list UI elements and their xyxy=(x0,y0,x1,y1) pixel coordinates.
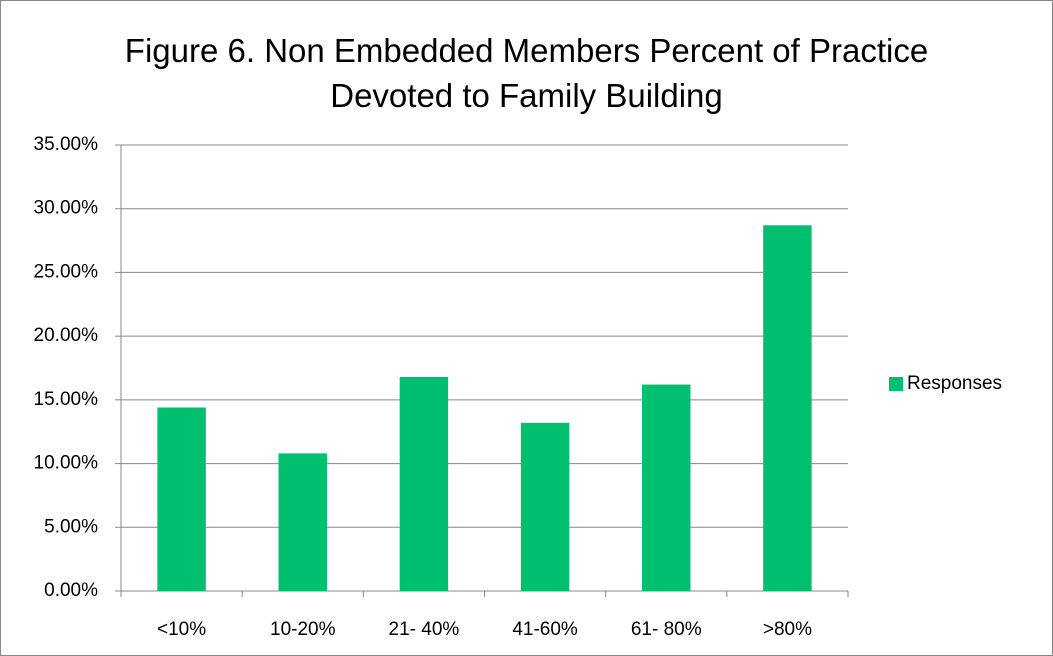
x-tick-label: <10% xyxy=(157,619,206,640)
legend-label: Responses xyxy=(907,373,1002,394)
y-tick-label: 0.00% xyxy=(44,580,98,601)
bar xyxy=(520,422,570,591)
bar xyxy=(642,384,691,591)
y-tick-label: 20.00% xyxy=(34,325,99,346)
x-tick-label: 61- 80% xyxy=(631,619,702,640)
y-tick-label: 15.00% xyxy=(34,389,99,410)
legend-swatch xyxy=(889,377,903,391)
bar xyxy=(399,376,449,591)
x-tick-label: 10-20% xyxy=(270,619,336,640)
chart-title: Figure 6. Non Embedded Members Percent o… xyxy=(124,32,929,114)
y-tick-label: 5.00% xyxy=(44,516,98,537)
x-tick-label: >80% xyxy=(763,619,812,640)
bar xyxy=(157,407,206,591)
x-tick-label: 21- 40% xyxy=(389,619,460,640)
y-tick-label: 30.00% xyxy=(34,198,99,219)
bar xyxy=(763,225,812,591)
x-tick-label: 41-60% xyxy=(512,619,578,640)
y-tick-label: 10.00% xyxy=(34,453,99,474)
y-tick-label: 25.00% xyxy=(34,261,99,282)
y-tick-label: 35.00% xyxy=(34,134,99,155)
bar xyxy=(278,453,327,591)
